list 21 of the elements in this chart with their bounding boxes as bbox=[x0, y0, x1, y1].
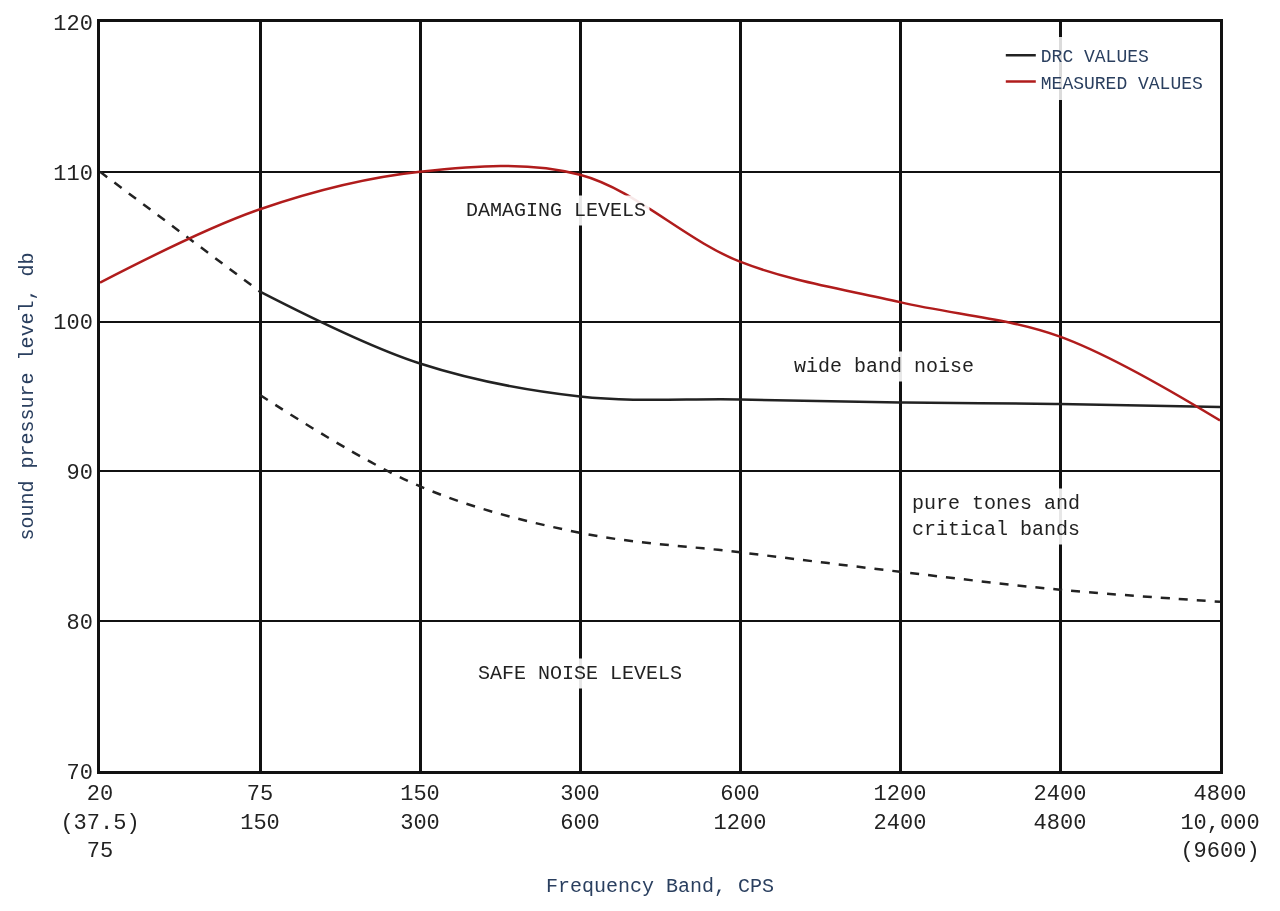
x-tick-label: 600 1200 bbox=[713, 782, 767, 836]
y-tick-label: 100 bbox=[53, 311, 93, 337]
x-tick-label: 1200 2400 bbox=[873, 782, 927, 836]
annotation: wide band noise bbox=[794, 355, 975, 378]
line-series bbox=[258, 393, 1220, 603]
x-axis-title: Frequency Band, CPS bbox=[545, 874, 775, 898]
y-axis-title: sound pressure level, db bbox=[15, 252, 39, 541]
y-tick-label: 90 bbox=[66, 461, 93, 487]
annotation: DAMAGING LEVELS bbox=[466, 199, 647, 222]
x-tick-label: 2400 4800 bbox=[1033, 782, 1087, 836]
x-tick-label: 300 600 bbox=[560, 782, 600, 836]
x-tick-label: 150 300 bbox=[400, 782, 440, 836]
x-tick-label: 75 150 bbox=[240, 782, 280, 836]
x-tick-label: 4800 10,000 (9600) bbox=[1180, 782, 1260, 865]
legend-label: MEASURED VALUES bbox=[1040, 73, 1203, 94]
legend-label: DRC VALUES bbox=[1040, 47, 1149, 68]
y-tick-label: 80 bbox=[66, 610, 93, 636]
y-tick-label: 110 bbox=[53, 161, 93, 187]
y-tick-label: 120 bbox=[53, 11, 93, 37]
annotation: pure tones and critical bands bbox=[912, 492, 1081, 541]
annotation: SAFE NOISE LEVELS bbox=[478, 662, 683, 685]
